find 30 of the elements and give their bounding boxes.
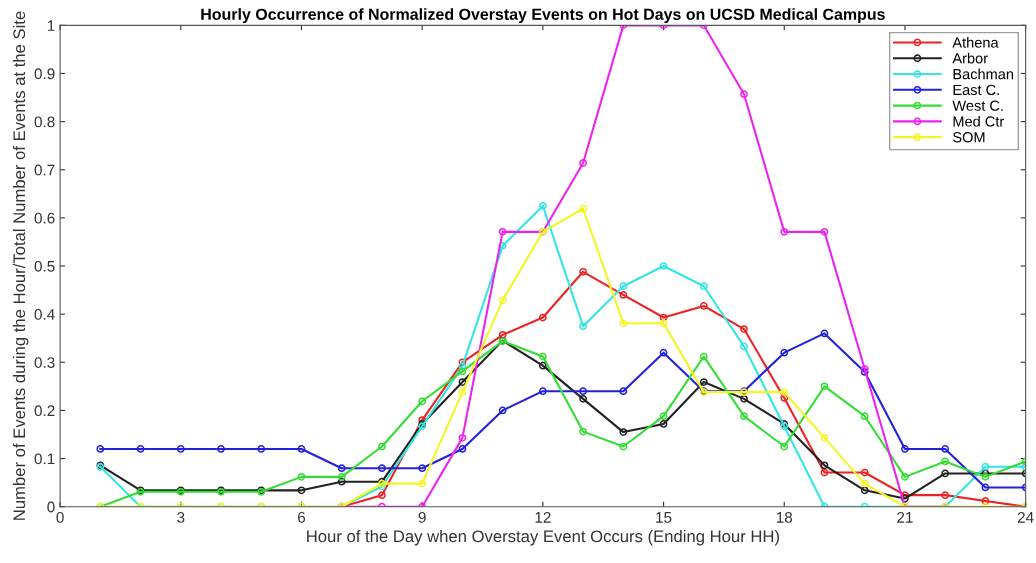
legend-label: East C. [953,84,999,96]
legend-label: SOM [953,132,985,143]
x-tick-label: 21 [897,511,913,523]
x-tick-label: 6 [298,511,306,523]
y-tick-label: 0.6 [34,212,55,224]
y-tick-label: 0.9 [34,68,55,80]
y-axis-title: Number of Events during the Hour/Total Number of Events at the Site [12,11,29,520]
y-tick-label: 0.7 [34,164,55,176]
legend-label: Med Ctr [953,115,1004,127]
x-tick-label: 3 [177,511,185,523]
x-tick-label: 12 [535,511,551,523]
x-tick-label: 18 [776,511,793,523]
y-tick-label: 1 [47,20,55,31]
y-tick-label: 0.3 [34,357,55,368]
legend-label: West C. [952,100,1003,111]
x-tick-label: 24 [1017,511,1034,523]
y-tick-label: 0 [47,501,55,513]
legend-label: Athena [952,37,999,48]
legend-label: Bachman [953,68,1014,80]
x-tick-label: 0 [56,511,64,523]
chart-title: Hourly Occurrence of Normalized Overstay Events on Hot Days on UCSD Medical Campus [201,8,885,24]
y-tick-label: 0.1 [34,453,55,465]
x-tick-label: 9 [418,511,426,523]
y-tick-label: 0.2 [34,405,55,417]
x-tick-label: 15 [656,512,672,523]
legend-label: Arbor [952,52,988,64]
y-tick-label: 0.5 [34,260,55,272]
x-axis-title: Hour of the Day when Overstay Event Occurs (Ending Hour HH) [307,529,779,546]
y-tick-label: 0.4 [34,309,55,320]
y-tick-label: 0.8 [34,116,55,128]
